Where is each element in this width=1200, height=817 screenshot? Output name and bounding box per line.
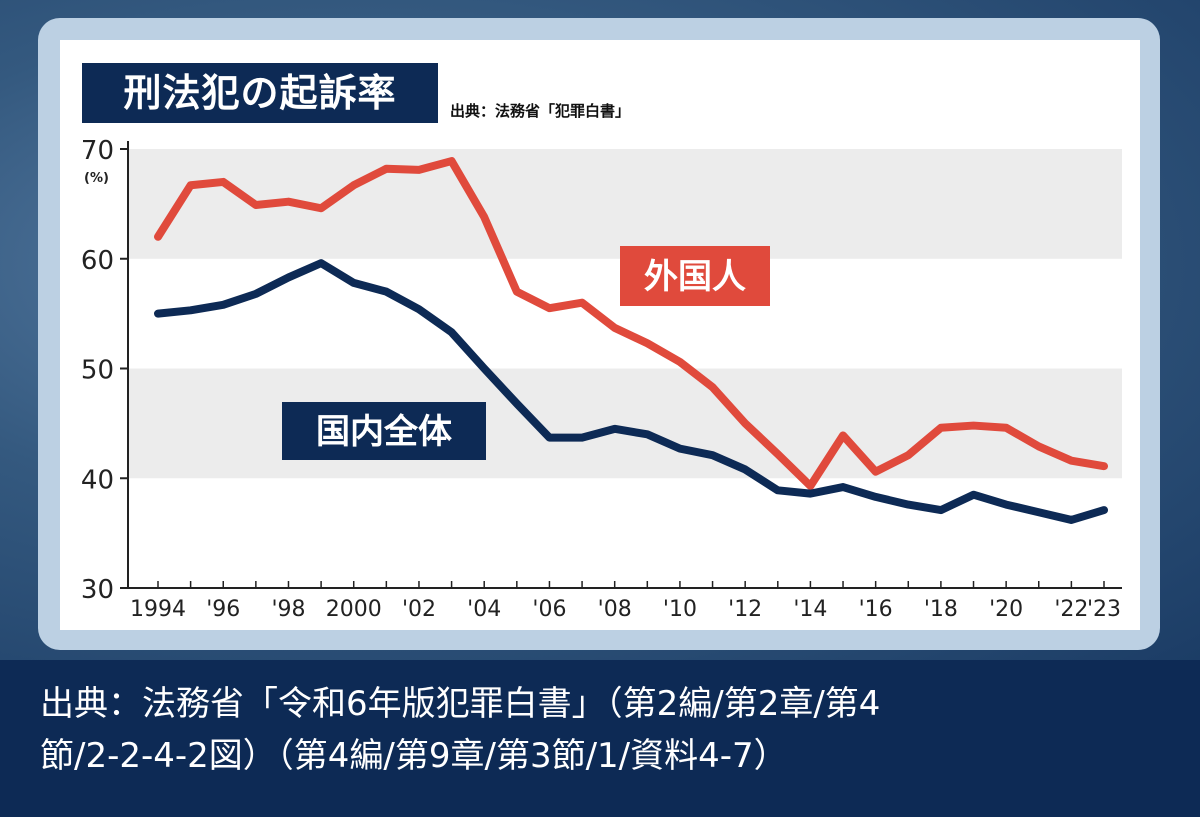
x-tick-label: '06: [532, 597, 566, 622]
series-line-1: [154, 259, 1108, 524]
x-tick-label: '16: [859, 597, 893, 622]
series-lines: [154, 157, 1108, 524]
x-axis-ticks: 1994 '96 '98 2000 '02 '04 '06 '08 '10 '12 '14 '16 '1…: [130, 581, 1121, 622]
chart-panel: [60, 40, 1140, 630]
chart-axes: [127, 141, 1122, 589]
series-label-1: 国内全体: [282, 402, 486, 460]
series-label-text: 国内全体: [316, 412, 452, 452]
x-tick-label: '10: [663, 597, 697, 622]
source-caption: 出典：法務省「令和6年版犯罪白書」（第2編/第2章/第4 節/2-2-4-2図）…: [40, 678, 1160, 782]
chart-source-label: 出典：法務省「犯罪白書」: [450, 102, 631, 120]
y-tick-label: 50: [81, 356, 114, 386]
series-label-box: [282, 402, 486, 460]
series-line-0: [154, 157, 1108, 490]
series-label-0: 外国人: [620, 246, 770, 306]
chart-title: 刑法犯の起訴率: [82, 63, 438, 123]
series-label-box: [620, 246, 770, 306]
source-caption-line-1: 出典：法務省「令和6年版犯罪白書」（第2編/第2章/第4: [40, 684, 881, 724]
y-axis-unit: (%): [84, 171, 109, 186]
y-tick-label: 40: [81, 465, 114, 495]
x-tick-label: '04: [467, 597, 501, 622]
x-tick-label: '14: [793, 597, 827, 622]
x-tick-label: '96: [206, 597, 240, 622]
series-label-text: 外国人: [644, 257, 746, 297]
y-tick-label: 70: [81, 136, 114, 166]
x-tick-label: '20: [989, 597, 1023, 622]
x-tick-label: 2000: [326, 597, 382, 622]
x-tick-label: '08: [598, 597, 632, 622]
source-caption-line-2: 節/2-2-4-2図）（第4編/第9章/第3節/1/資料4-7）: [40, 736, 788, 776]
x-tick-label: '22: [1054, 597, 1088, 622]
x-tick-label: '12: [728, 597, 762, 622]
x-tick-label: '98: [271, 597, 305, 622]
y-axis-ticks: 30 40 50 60 70: [81, 136, 128, 605]
x-tick-label: '02: [402, 597, 436, 622]
x-tick-label: 1994: [130, 597, 186, 622]
x-tick-label: '18: [924, 597, 958, 622]
y-tick-label: 30: [81, 575, 114, 605]
x-tick-label: '23: [1087, 597, 1121, 622]
y-tick-label: 60: [81, 246, 114, 276]
